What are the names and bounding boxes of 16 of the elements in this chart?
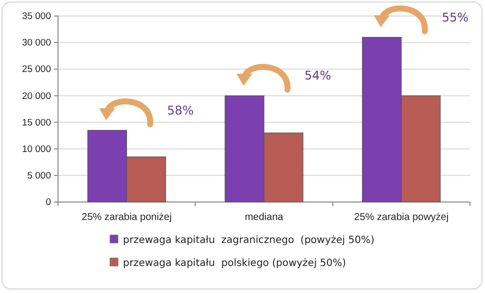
annotation: 55% (442, 10, 469, 24)
y-tick-label: 15 000 (22, 117, 51, 128)
x-tick-label: 25% zarabia poniżej (82, 212, 172, 224)
y-tick-label: 10 000 (22, 144, 51, 155)
legend-label: przewaga kapitału zagranicznego (powyżej 50%) (123, 235, 374, 246)
y-tick-label: 30 000 (22, 38, 51, 49)
x-tick-label: mediana (244, 212, 284, 224)
y-tick-label: 25 000 (22, 64, 51, 76)
x-tick-label: 25% zarabia powyżej (354, 212, 449, 224)
annotation: 58% (167, 103, 194, 118)
y-tick-label: 20 000 (22, 90, 51, 102)
annotation: 54% (304, 68, 332, 83)
y-tick-label: 35 000 (22, 11, 51, 22)
y-tick-label: 5 000 (27, 170, 51, 182)
y-tick-label: 0 (46, 197, 51, 208)
legend-label: przewaga kapitału polskiego (powyżej 50%) (123, 258, 346, 269)
